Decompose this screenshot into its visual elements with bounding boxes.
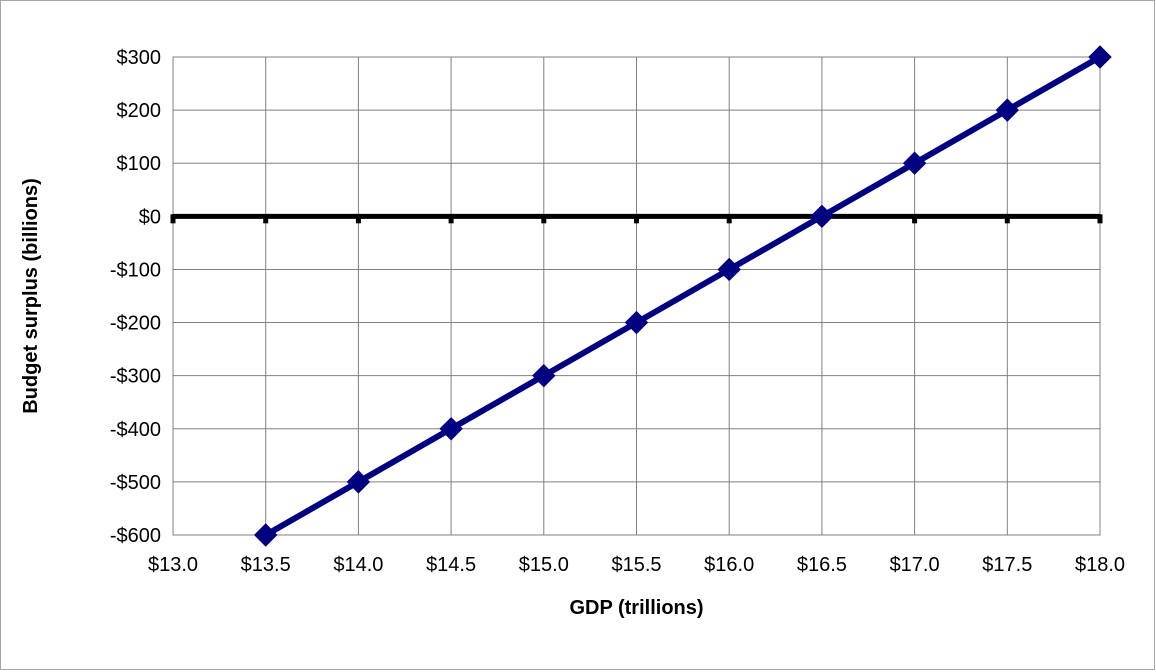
y-tick-label: $200 xyxy=(117,100,162,122)
gridlines xyxy=(172,56,1101,536)
x-tick-label: $18.0 xyxy=(1075,554,1125,576)
x-tick-label: $14.0 xyxy=(333,554,383,576)
y-tick-label: -$100 xyxy=(110,259,161,281)
x-tick-label: $14.5 xyxy=(426,554,476,576)
x-tick-label: $15.5 xyxy=(611,554,661,576)
x-tick-label: $16.5 xyxy=(797,554,847,576)
data-point-marker xyxy=(810,204,834,229)
data-point-marker xyxy=(717,257,741,282)
y-axis-title: Budget surplus (billions) xyxy=(20,178,42,414)
data-point-marker xyxy=(439,417,463,441)
data-point-marker xyxy=(995,98,1020,122)
x-tick-label: $13.0 xyxy=(148,554,198,576)
x-tick-label: $17.5 xyxy=(982,554,1032,576)
y-tick-label: -$400 xyxy=(110,419,161,441)
data-point-marker xyxy=(1088,45,1112,69)
series-line xyxy=(264,54,1102,538)
y-tick-label: $100 xyxy=(117,153,162,175)
y-tick-label: -$200 xyxy=(110,313,161,335)
tick-labels: $13.0 $13.5 $14.0 $14.5 $15.0 $15.5 $16.0 $16.5… xyxy=(110,47,1125,576)
y-tick-label: $0 xyxy=(139,206,161,228)
data-point-marker xyxy=(346,470,371,494)
data-point-marker xyxy=(624,310,649,335)
y-tick-label: -$500 xyxy=(110,472,161,494)
y-tick-label: $300 xyxy=(117,47,162,69)
x-tick-label: $16.0 xyxy=(704,554,754,576)
x-tick-label: $17.0 xyxy=(890,554,940,576)
data-point-marker xyxy=(253,523,278,547)
series-group xyxy=(253,45,1112,547)
y-tick-label: -$300 xyxy=(110,366,161,388)
x-axis-title: GDP (trillions) xyxy=(569,597,703,619)
data-point-marker xyxy=(532,363,556,388)
data-point-marker xyxy=(902,151,927,175)
x-tick-label: $15.0 xyxy=(519,554,569,576)
x-tick-label: $13.5 xyxy=(241,554,291,576)
y-tick-label: -$600 xyxy=(110,525,161,547)
